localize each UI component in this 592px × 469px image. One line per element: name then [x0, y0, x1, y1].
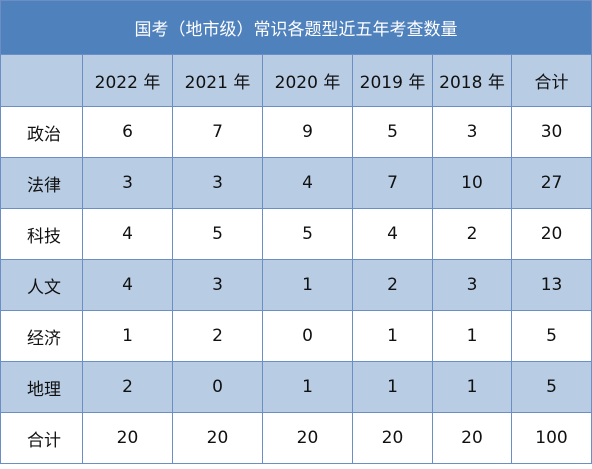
table-row: 法律 3 3 4 7 10 27: [0, 157, 592, 209]
table-cell: 10: [432, 157, 512, 209]
table-title: 国考（地市级）常识各题型近五年考查数量: [0, 0, 592, 55]
table-cell: 1: [352, 310, 433, 362]
table-cell: 1: [432, 361, 512, 413]
table-cell: 1: [352, 361, 433, 413]
table-cell: 13: [510, 259, 592, 311]
column-header: 2020 年: [262, 54, 353, 107]
table-cell: 4: [82, 259, 173, 311]
table-cell: 1: [432, 310, 512, 362]
table-row: 地理 2 0 1 1 1 5: [0, 361, 592, 413]
table-cell: 6: [82, 106, 173, 158]
table-cell: 2: [352, 259, 433, 311]
column-header: 2021 年: [172, 54, 263, 107]
table-row: 科技 4 5 5 4 2 20: [0, 208, 592, 260]
table-cell: 1: [262, 361, 353, 413]
table-cell: 0: [262, 310, 353, 362]
total-row: 合计 20 20 20 20 20 100: [0, 412, 592, 464]
table-cell: 27: [510, 157, 592, 209]
table-cell: 3: [432, 106, 512, 158]
table-cell: 0: [172, 361, 263, 413]
row-label: 合计: [0, 412, 83, 464]
row-label: 人文: [0, 259, 83, 311]
table-cell: 5: [352, 106, 433, 158]
table-cell: 20: [172, 412, 263, 464]
table-cell: 2: [172, 310, 263, 362]
table-cell: 7: [172, 106, 263, 158]
table-row: 政治 6 7 9 5 3 30: [0, 106, 592, 158]
row-label: 政治: [0, 106, 83, 158]
table-cell: 5: [510, 361, 592, 413]
table-cell: 5: [262, 208, 353, 260]
table-cell: 4: [352, 208, 433, 260]
table-cell: 3: [172, 157, 263, 209]
table-cell: 100: [510, 412, 592, 464]
row-label: 地理: [0, 361, 83, 413]
table-cell: 3: [82, 157, 173, 209]
table-cell: 3: [432, 259, 512, 311]
table-cell: 1: [262, 259, 353, 311]
table-cell: 9: [262, 106, 353, 158]
table-cell: 20: [432, 412, 512, 464]
column-header: 2019 年: [352, 54, 433, 107]
table-cell: 5: [510, 310, 592, 362]
column-header: 2018 年: [432, 54, 512, 107]
row-label: 法律: [0, 157, 83, 209]
table-cell: 7: [352, 157, 433, 209]
table-cell: 2: [82, 361, 173, 413]
table-row: 经济 1 2 0 1 1 5: [0, 310, 592, 362]
column-header: 合计: [510, 54, 592, 107]
table-cell: 2: [432, 208, 512, 260]
title-row: 国考（地市级）常识各题型近五年考查数量: [0, 0, 592, 55]
table-cell: 1: [82, 310, 173, 362]
column-header: 2022 年: [82, 54, 173, 107]
table-cell: 20: [510, 208, 592, 260]
row-label: 经济: [0, 310, 83, 362]
table-cell: 20: [82, 412, 173, 464]
table-cell: 3: [172, 259, 263, 311]
row-label: 科技: [0, 208, 83, 260]
header-row: 2022 年 2021 年 2020 年 2019 年 2018 年 合计: [0, 54, 592, 107]
table-cell: 5: [172, 208, 263, 260]
table-cell: 30: [510, 106, 592, 158]
table-cell: 20: [352, 412, 433, 464]
table-cell: 4: [262, 157, 353, 209]
table-cell: 20: [262, 412, 353, 464]
table-cell: 4: [82, 208, 173, 260]
table-row: 人文 4 3 1 2 3 13: [0, 259, 592, 311]
corner-cell: [0, 54, 83, 107]
